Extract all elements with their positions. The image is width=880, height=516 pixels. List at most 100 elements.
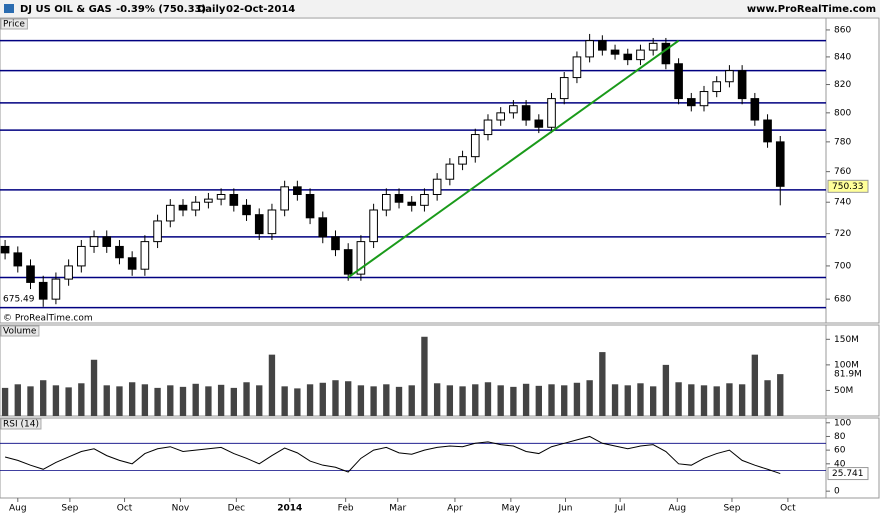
- candle-body: [483, 119, 493, 136]
- volume-bar: [522, 383, 530, 416]
- x-tick-label: Feb: [338, 504, 354, 514]
- credit: © ProRealTime.com: [3, 314, 93, 324]
- panel-label-box: [0, 18, 28, 30]
- candle-body: [64, 265, 73, 280]
- y-tick-label: 80: [834, 432, 846, 442]
- candle-body: [623, 53, 633, 61]
- volume-bar: [281, 386, 288, 416]
- volume-bar: [700, 385, 708, 416]
- volume-bar: [243, 382, 250, 416]
- candle-body: [420, 193, 429, 206]
- volume-bar: [510, 386, 517, 416]
- y-tick-label: 720: [834, 229, 851, 239]
- candle-body: [242, 204, 251, 216]
- volume-bar: [395, 386, 403, 416]
- candle-body: [775, 141, 785, 187]
- icon: [4, 4, 14, 13]
- volume-bar: [179, 386, 187, 416]
- trendline: [347, 39, 680, 279]
- candle-body: [712, 81, 722, 93]
- candle-body: [648, 42, 658, 51]
- volume-bar: [637, 383, 644, 416]
- candle-body: [509, 105, 518, 114]
- candle-body: [26, 265, 35, 283]
- volume-bar: [154, 387, 161, 416]
- volume-bar: [561, 385, 568, 416]
- candle-body: [458, 156, 467, 165]
- volume-bar: [90, 359, 98, 416]
- x-tick-label: Sep: [723, 504, 740, 514]
- panel-label: Volume: [3, 327, 37, 337]
- volume-bar: [764, 380, 771, 416]
- candle-body: [394, 193, 404, 203]
- panel-label: RSI (14): [3, 420, 39, 430]
- y-tick-label: 700: [834, 261, 851, 271]
- volume-bar: [294, 388, 301, 416]
- candle-body: [178, 204, 188, 211]
- header-bar: [0, 0, 880, 17]
- y-tick-label: 800: [834, 108, 851, 118]
- y-tick-label: 100M: [834, 360, 859, 370]
- volume-bar: [40, 380, 47, 416]
- y-tick-label: 50M: [834, 386, 853, 396]
- candle-body: [331, 236, 340, 251]
- x-tick-label: Jun: [557, 504, 572, 514]
- x-tick-label: Aug: [9, 504, 27, 514]
- y-tick-label: 840: [834, 52, 851, 62]
- y-tick-label: 150M: [834, 335, 859, 345]
- candle-body: [496, 112, 505, 121]
- volume-bar: [777, 374, 784, 416]
- candle-body: [51, 278, 61, 300]
- candle-body: [699, 91, 709, 107]
- candle-body: [153, 220, 162, 243]
- candle-body: [763, 119, 772, 143]
- candle-body: [13, 252, 23, 267]
- candle-body: [750, 98, 760, 121]
- volume-bar: [675, 382, 682, 416]
- candle-body: [356, 241, 366, 275]
- candle-body: [559, 77, 569, 100]
- last-value-box: [827, 179, 869, 193]
- x-tick-label: Nov: [172, 504, 190, 514]
- candle-body: [38, 281, 48, 300]
- volume-bar: [65, 387, 72, 416]
- candle-body: [89, 236, 99, 247]
- volume-bar: [497, 385, 504, 416]
- candle-body: [674, 63, 683, 100]
- candle-body: [432, 178, 442, 195]
- candle-body: [534, 119, 544, 128]
- y-tick-label: 820: [834, 80, 851, 90]
- volume-bar: [116, 386, 123, 416]
- y-tick-label: 0: [834, 487, 840, 497]
- candle-body: [305, 193, 315, 219]
- low-label: 675.49: [3, 294, 35, 304]
- candle-body: [267, 209, 277, 235]
- candle-body: [382, 193, 391, 211]
- x-tick-label: Apr: [447, 504, 463, 514]
- candle-body: [229, 193, 239, 206]
- candle-body: [102, 236, 112, 247]
- volume-bar: [459, 386, 466, 416]
- volume-bar: [306, 384, 314, 416]
- panel-label: Price: [3, 20, 25, 30]
- candle-body: [77, 245, 86, 267]
- volume-bar: [472, 384, 479, 416]
- volume-bar: [535, 385, 542, 416]
- candle-body: [0, 245, 10, 254]
- candle-body: [686, 98, 696, 107]
- volume-bar: [205, 386, 212, 416]
- y-tick-label: 40: [834, 459, 846, 469]
- volume-bar: [433, 383, 441, 416]
- change: -0.39% (750.33): [116, 4, 206, 15]
- candle-body: [572, 56, 582, 79]
- volume-bar: [726, 383, 733, 416]
- y-tick-label: 740: [834, 198, 851, 208]
- volume-bar: [345, 381, 352, 416]
- volume-bar: [14, 384, 21, 416]
- candle-body: [598, 40, 607, 51]
- x-tick-label: May: [502, 504, 521, 514]
- candle-body: [343, 249, 353, 275]
- volume-bar: [268, 354, 276, 416]
- y-tick-label: 860: [834, 25, 851, 35]
- volume-bar: [319, 382, 326, 416]
